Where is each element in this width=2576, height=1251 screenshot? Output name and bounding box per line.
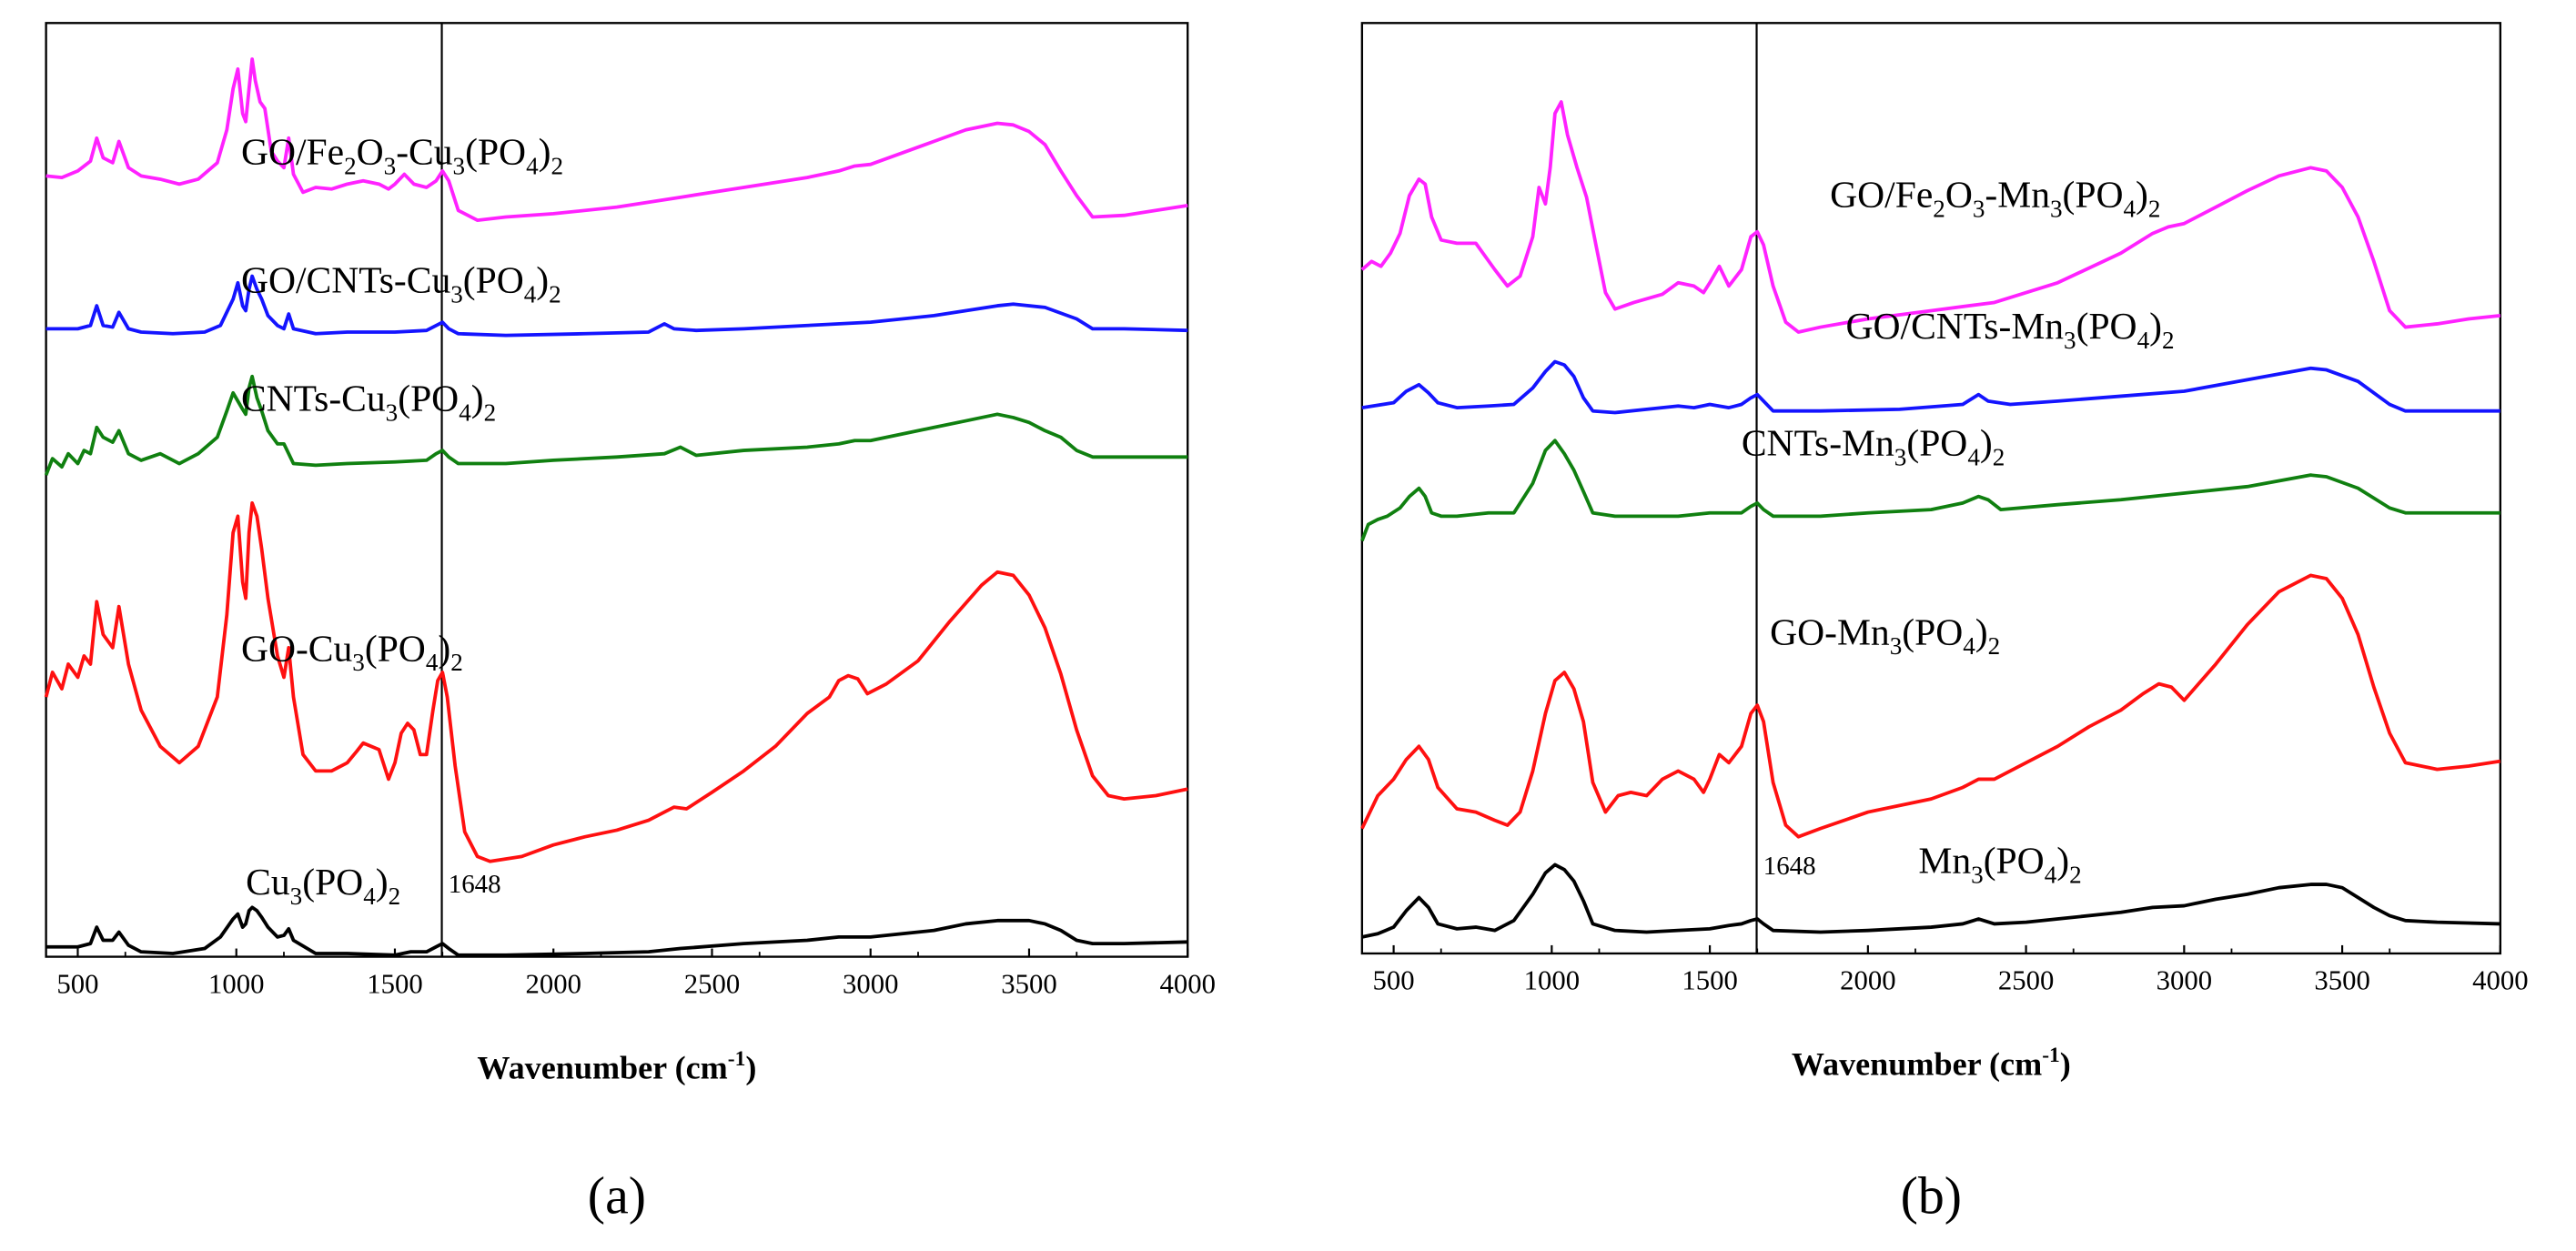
chart-a-series-line-2 <box>45 274 1188 338</box>
chart-a-series-line-3 <box>44 374 1188 476</box>
chart-b-series-label-4: GO-Mn3(PO4)2 <box>1770 610 2000 660</box>
chart-a-series-label-3: CNTs-Cu3(PO4)2 <box>241 378 496 427</box>
panel-b-chart: 500 1000 1500 2000 2500 3000 3500 4000 Wavenumbe… <box>1360 22 2529 1225</box>
chart-a-series-label-4: GO-Cu3(PO4)2 <box>241 627 463 676</box>
chart-a-reference-label: 1648 <box>449 870 501 899</box>
chart-a-series-line-4 <box>44 500 1188 863</box>
chart-a-series-line-1 <box>45 57 1188 223</box>
chart-a-series-label-2: GO/CNTs-Cu3(PO4)2 <box>241 259 561 308</box>
chart-a-xtick-label: 1000 <box>208 968 264 999</box>
chart-b-plot-frame <box>1360 22 2502 955</box>
chart-b-xtick-label: 1000 <box>1524 965 1580 996</box>
chart-b-series-label-5: Mn3(PO4)2 <box>1918 839 2081 888</box>
chart-b-xtick-label: 500 <box>1373 965 1415 996</box>
chart-a-series-label-5: Cu3(PO4)2 <box>246 861 400 910</box>
chart-b-xtick-label: 2500 <box>1998 965 2054 996</box>
chart-b-panel-label: (b) <box>1901 1165 1962 1225</box>
chart-a-series-line-5 <box>45 905 1188 957</box>
chart-a-xtick-label: 2000 <box>525 968 581 999</box>
chart-b-series-line-5 <box>1361 863 2500 939</box>
chart-b-series-label-3: CNTs-Mn3(PO4)2 <box>1742 422 2005 471</box>
chart-a-xtick-label: 3000 <box>843 968 898 999</box>
chart-b-xtick-label: 4000 <box>2472 965 2528 996</box>
chart-b-xtick-label: 1500 <box>1682 965 1737 996</box>
chart-b-xtick-label: 3500 <box>2314 965 2369 996</box>
chart-b-series-line-3 <box>1360 439 2500 542</box>
chart-a-plot-frame <box>45 22 1189 958</box>
chart-a-panel-label: (a) <box>588 1165 646 1225</box>
chart-b-series-line-2 <box>1361 359 2500 415</box>
chart-b-series-label-2: GO/CNTs-Mn3(PO4)2 <box>1846 305 2175 354</box>
chart-a-xtick-label: 4000 <box>1159 968 1215 999</box>
chart-b-xtick-label: 2000 <box>1840 965 1895 996</box>
chart-b-xtick-label: 3000 <box>2157 965 2212 996</box>
chart-a-xtick-label: 3500 <box>1001 968 1056 999</box>
chart-b-series-line-1 <box>1360 100 2501 334</box>
chart-b-series-label-1: GO/Fe2O3-Mn3(PO4)2 <box>1830 174 2160 223</box>
chart-b-series-line-4 <box>1360 573 2501 839</box>
chart-b-reference-label: 1648 <box>1763 852 1816 881</box>
chart-a-series-label-1: GO/Fe2O3-Cu3(PO4)2 <box>241 131 563 180</box>
chart-a-xtick-label: 2500 <box>684 968 740 999</box>
chart-a-xtick-label: 1500 <box>367 968 422 999</box>
chart-a-xtick-label: 500 <box>56 968 98 999</box>
chart-a-x-axis-title: Wavenumber (cm-1) <box>477 1047 756 1085</box>
panel-a-chart: 500 1000 1500 2000 2500 3000 3500 4000 Wavenumbe… <box>44 22 1216 1225</box>
chart-b-x-axis-title: Wavenumber (cm-1) <box>1792 1044 2071 1082</box>
